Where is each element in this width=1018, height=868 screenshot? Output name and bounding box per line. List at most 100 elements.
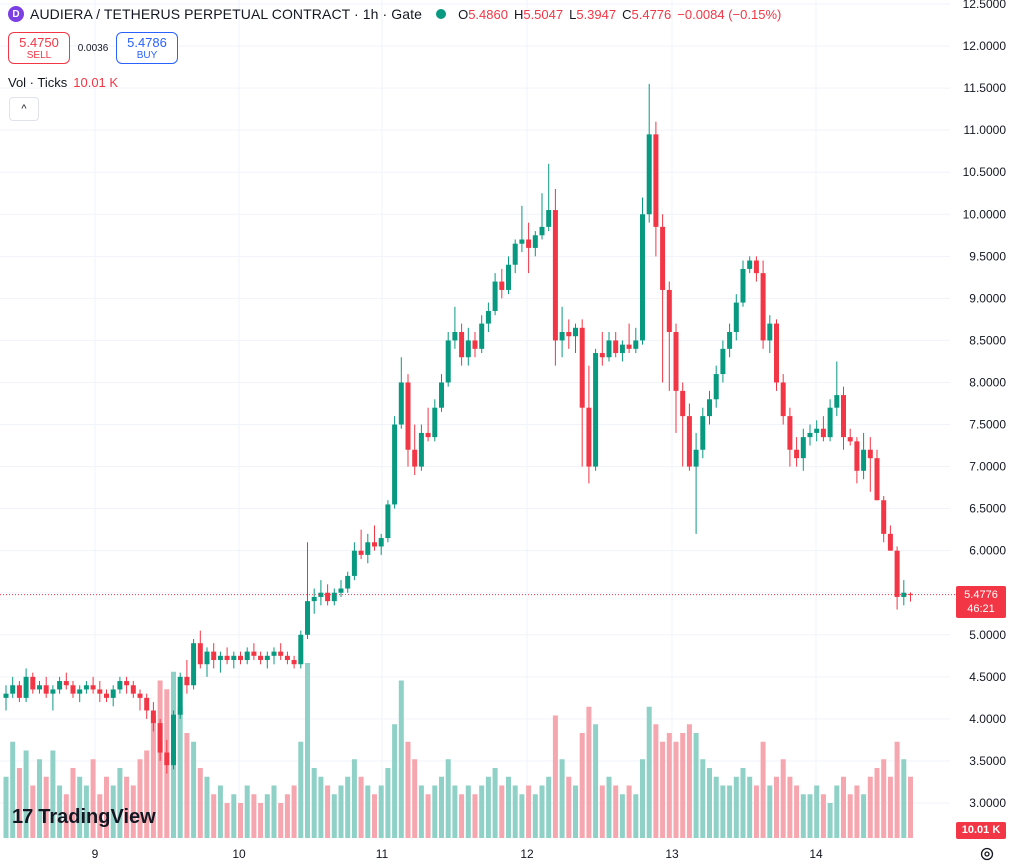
candle-body <box>311 596 317 602</box>
candle-body <box>244 651 250 661</box>
change-value: −0.0084 (−0.15%) <box>677 6 782 22</box>
volume-bar <box>345 776 351 838</box>
price-tick-label: 9.5000 <box>969 249 1006 263</box>
candle-body <box>800 437 806 459</box>
chart-grid <box>0 0 950 840</box>
candle-body <box>613 340 619 354</box>
price-tick-label: 11.0000 <box>964 123 1007 137</box>
candle-body <box>720 348 726 375</box>
collapse-legend-button[interactable]: ^ <box>9 97 39 121</box>
volume-bar <box>908 776 913 838</box>
volume-bar <box>814 785 820 838</box>
candle-body <box>351 550 357 576</box>
price-tick-label: 8.5000 <box>969 333 1006 347</box>
candle-body <box>305 601 310 635</box>
volume-bar <box>566 776 572 838</box>
price-tick-label: 4.5000 <box>969 670 1006 684</box>
volume-bar <box>660 741 666 838</box>
candle-body <box>452 332 458 341</box>
volume-indicator-label: Vol · Ticks <box>8 75 68 90</box>
volume-bar <box>325 785 331 838</box>
symbol-title[interactable]: AUDIERA / TETHERUS PERPETUAL CONTRACT · … <box>30 6 423 22</box>
volume-bar <box>452 785 458 838</box>
tradingview-logo[interactable]: 17 TradingView <box>12 806 156 829</box>
price-tick-label: 3.0000 <box>969 796 1006 810</box>
candle-body <box>599 353 605 358</box>
candle-body <box>713 374 719 400</box>
candle-body <box>747 260 753 269</box>
volume-bar <box>854 785 860 838</box>
candle-body <box>439 382 444 408</box>
candle-body <box>318 592 324 597</box>
candle-body <box>385 504 391 539</box>
open-label: O <box>458 6 469 22</box>
candle-body <box>130 685 136 694</box>
candle-body <box>412 449 418 467</box>
candle-body <box>700 416 706 450</box>
volume-bar <box>90 759 96 838</box>
volume-bar <box>217 785 223 838</box>
volume-bar <box>137 759 143 838</box>
volume-bar <box>713 776 719 838</box>
volume-bar <box>767 785 773 838</box>
price-tick-label: 5.0000 <box>969 628 1006 642</box>
candle-body <box>733 302 739 333</box>
candle-body <box>398 382 404 425</box>
volume-bar <box>63 794 69 838</box>
candle-body <box>767 323 773 341</box>
volume-bar <box>211 794 217 838</box>
candle-body <box>693 449 699 467</box>
volume-indicator-value: 10.01 K <box>73 75 119 90</box>
volume-bar <box>418 785 424 838</box>
volume-bar <box>197 768 203 838</box>
price-tick-label: 6.0000 <box>969 544 1006 558</box>
volume-bar <box>30 785 36 838</box>
candle-body <box>204 651 210 665</box>
volume-bar <box>271 785 277 838</box>
candle-body <box>171 714 176 766</box>
candle-body <box>492 281 498 311</box>
candle-body <box>211 651 217 661</box>
volume-bar <box>124 776 130 838</box>
symbol-logo-icon: D <box>8 6 24 22</box>
volume-bar <box>847 794 853 838</box>
tradingview-wordmark: TradingView <box>38 806 156 828</box>
candle-body <box>50 689 56 694</box>
tradingview-mark-icon: 17 <box>12 806 33 828</box>
candle-body <box>224 655 230 661</box>
volume-bar <box>867 776 873 838</box>
candle-body <box>83 685 89 690</box>
volume-bar <box>130 785 136 838</box>
candle-body <box>284 655 290 661</box>
candle-body <box>894 550 900 597</box>
sell-button[interactable]: 5.4750 SELL <box>8 32 70 64</box>
volume-bar <box>238 803 243 838</box>
candle-body <box>593 353 599 467</box>
candle-body <box>753 260 759 274</box>
volume-bar <box>606 776 612 838</box>
volume-bar <box>224 803 230 838</box>
volume-bar <box>77 776 83 838</box>
volume-bar <box>800 794 806 838</box>
volume-bar <box>787 776 793 838</box>
volume-bar <box>278 803 284 838</box>
volume-bar <box>499 785 505 838</box>
volume-bar <box>331 794 337 838</box>
volume-legend[interactable]: Vol · Ticks 10.01 K <box>8 75 118 90</box>
candle-body <box>164 752 170 766</box>
volume-bar <box>901 759 907 838</box>
volume-bar <box>599 785 605 838</box>
price-axis[interactable]: 12.5000 12.0000 11.5000 11.0000 10.5000 10.00… <box>963 0 1007 810</box>
time-axis[interactable]: 9 10 11 12 13 14 <box>92 847 823 861</box>
market-open-status-icon <box>436 9 447 19</box>
volume-bar <box>110 785 116 838</box>
candle-body <box>184 676 190 686</box>
candle-body <box>238 655 243 661</box>
volume-bar <box>392 724 398 838</box>
price-tick-label: 9.0000 <box>969 291 1006 305</box>
volume-bar <box>231 794 237 838</box>
volume-bar <box>298 741 304 838</box>
buy-button[interactable]: 5.4786 BUY <box>116 32 178 64</box>
settings-gear-icon[interactable] <box>978 845 996 863</box>
